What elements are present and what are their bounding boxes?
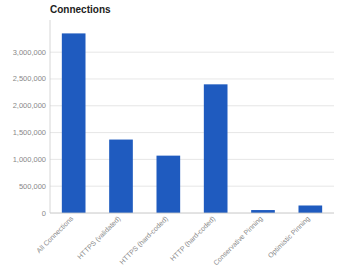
grid-line: [50, 186, 334, 187]
x-tick-label: HTTP (hard-coded): [169, 215, 217, 263]
bar: [299, 205, 323, 213]
bar: [62, 33, 86, 213]
x-tick-label: Conservative Pinning: [212, 215, 265, 268]
grid-line: [50, 213, 334, 214]
y-tick-label: 0: [42, 209, 46, 218]
bar: [109, 140, 133, 213]
y-tick-label: 500,000: [19, 182, 46, 191]
y-tick-label: 2,000,000: [13, 101, 46, 110]
chart: Connections 0 500,000 1,000,000 1,500,000 2,0…: [0, 0, 342, 279]
grid-line: [50, 78, 334, 79]
title: Connections: [50, 4, 111, 15]
x-tick-label: Optimistic Pinning: [266, 215, 311, 260]
y-tick-label: 3,000,000: [13, 48, 46, 57]
bar: [204, 84, 228, 213]
baseline: [50, 213, 334, 214]
x-tick-label: All Connections: [35, 214, 75, 254]
chart-container: Connections 0 500,000 1,000,000 1,500,000 2,0…: [0, 0, 342, 279]
y-tick-label: 1,500,000: [13, 128, 46, 137]
bar: [157, 156, 181, 213]
grid-line: [50, 52, 334, 53]
x-tick-label: HTTPS (validated): [76, 215, 122, 261]
grid-line: [50, 159, 334, 160]
y-tick-label: 2,500,000: [13, 74, 46, 83]
bar: [251, 210, 275, 213]
x-tick-label: HTTPS (hard-coded): [118, 215, 170, 267]
y-tick-label: 1,000,000: [13, 155, 46, 164]
y-axis-line: [50, 20, 51, 213]
bars: [62, 33, 322, 213]
grid-line: [50, 105, 334, 106]
grid-line: [50, 132, 334, 133]
